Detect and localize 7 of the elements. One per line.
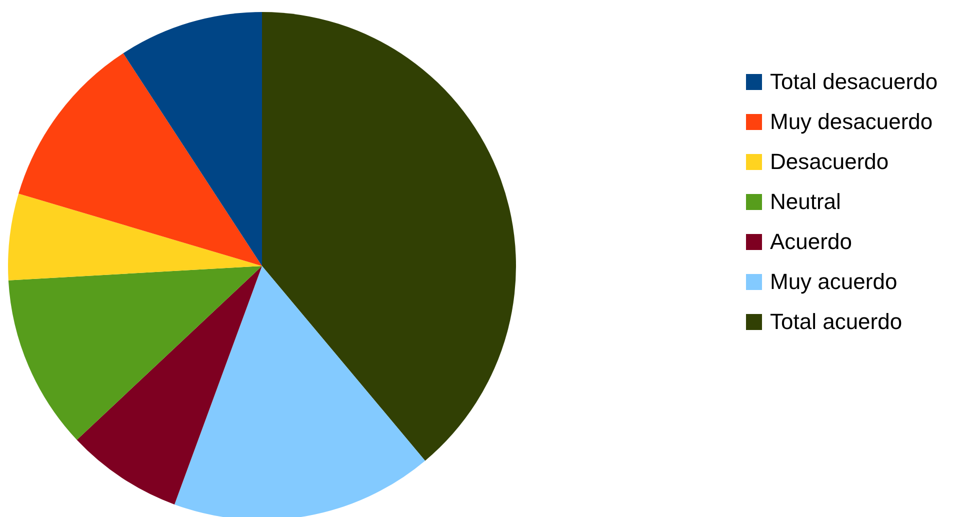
legend-label: Muy acuerdo <box>770 269 898 295</box>
legend-label: Acuerdo <box>770 229 852 255</box>
legend-label: Desacuerdo <box>770 149 889 175</box>
legend-label: Total acuerdo <box>770 309 902 335</box>
legend-label: Muy desacuerdo <box>770 109 933 135</box>
legend-label: Total desacuerdo <box>770 69 938 95</box>
legend-label: Neutral <box>770 189 841 215</box>
